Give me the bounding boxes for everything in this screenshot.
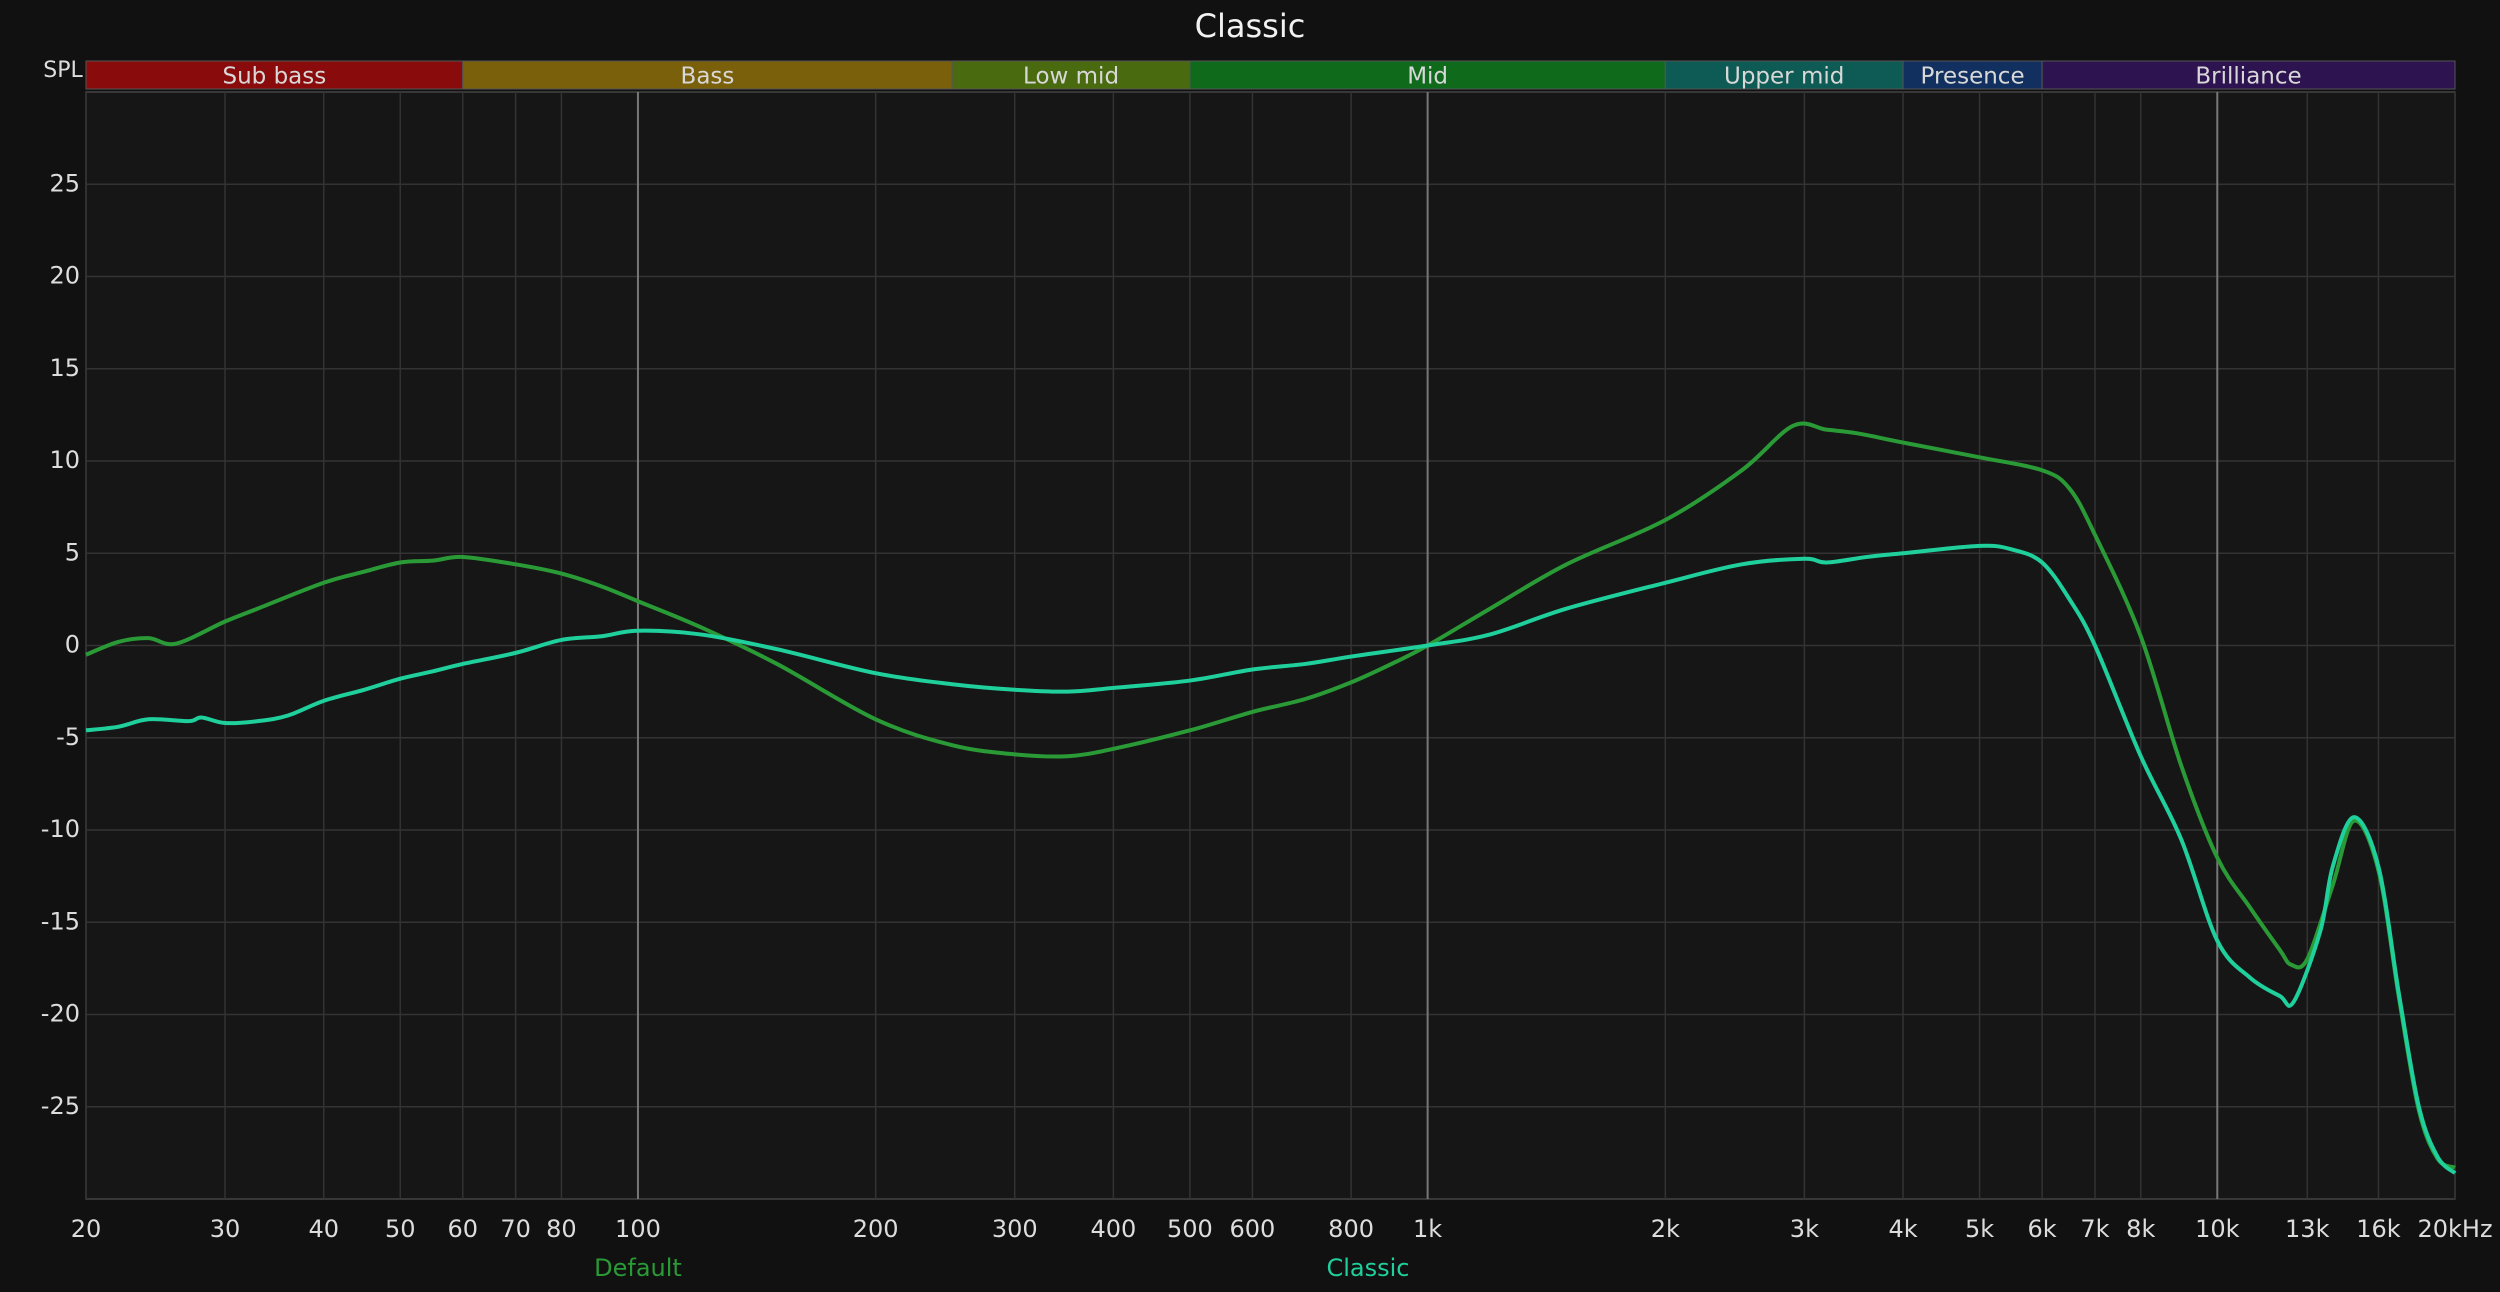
y-tick-label: -15 <box>41 907 80 935</box>
x-tick-label: 300 <box>992 1215 1038 1243</box>
band <box>951 60 1191 90</box>
band <box>2041 60 2456 90</box>
x-tick-label: 2k <box>1651 1215 1680 1243</box>
band <box>462 60 953 90</box>
y-tick-label: 5 <box>65 538 80 566</box>
band-label: Brilliance <box>2195 64 2301 90</box>
band-label: Bass <box>681 64 735 90</box>
x-tick-label: 5k <box>1965 1215 1994 1243</box>
y-tick-label: -20 <box>41 1000 80 1028</box>
x-tick-label: 6k <box>2028 1215 2057 1243</box>
x-tick-label: 13k <box>2285 1215 2330 1243</box>
x-tick-label: 16k <box>2356 1215 2401 1243</box>
y-tick-label: -25 <box>41 1092 80 1120</box>
x-tick-label: 1k <box>1413 1215 1442 1243</box>
x-tick-label: 30 <box>210 1215 241 1243</box>
legend-label: Default <box>594 1254 682 1282</box>
y-tick-label: -5 <box>56 723 80 751</box>
band <box>85 60 464 90</box>
x-tick-label: 20kHz <box>2417 1215 2492 1243</box>
x-tick-label: 800 <box>1328 1215 1374 1243</box>
x-tick-label: 100 <box>615 1215 661 1243</box>
band-label: Low mid <box>1023 64 1119 90</box>
x-tick-label: 600 <box>1230 1215 1276 1243</box>
y-tick-label: 15 <box>49 354 80 382</box>
y-tick-label: -10 <box>41 815 80 843</box>
y-axis-label: SPL <box>43 58 83 83</box>
band-label: Presence <box>1921 64 2025 90</box>
y-tick-label: 10 <box>49 446 80 474</box>
line-series <box>85 421 2456 1170</box>
x-tick-label: 400 <box>1090 1215 1136 1243</box>
x-tick-label: 70 <box>500 1215 531 1243</box>
legend-label: Classic <box>1326 1254 1409 1282</box>
x-tick-label: 8k <box>2126 1215 2155 1243</box>
x-tick-label: 500 <box>1167 1215 1213 1243</box>
y-tick-label: 0 <box>65 631 80 659</box>
x-tick-label: 4k <box>1888 1215 1917 1243</box>
x-tick-label: 7k <box>2080 1215 2109 1243</box>
y-tick-label: 20 <box>49 262 80 290</box>
line-series <box>85 543 2457 1175</box>
x-tick-label: 40 <box>308 1215 339 1243</box>
x-tick-label: 50 <box>385 1215 416 1243</box>
x-tick-label: 200 <box>853 1215 899 1243</box>
x-tick-label: 80 <box>546 1215 577 1243</box>
band-label: Upper mid <box>1724 64 1844 90</box>
chart-title: Classic <box>1195 7 1306 45</box>
band-label: Sub bass <box>223 64 327 90</box>
x-tick-label: 60 <box>447 1215 478 1243</box>
y-tick-label: 25 <box>49 169 80 197</box>
x-tick-label: 20 <box>71 1215 102 1243</box>
x-tick-label: 10k <box>2195 1215 2240 1243</box>
x-tick-label: 3k <box>1790 1215 1819 1243</box>
band <box>1189 60 1666 90</box>
band <box>1664 60 1904 90</box>
band-label: Mid <box>1407 64 1448 90</box>
